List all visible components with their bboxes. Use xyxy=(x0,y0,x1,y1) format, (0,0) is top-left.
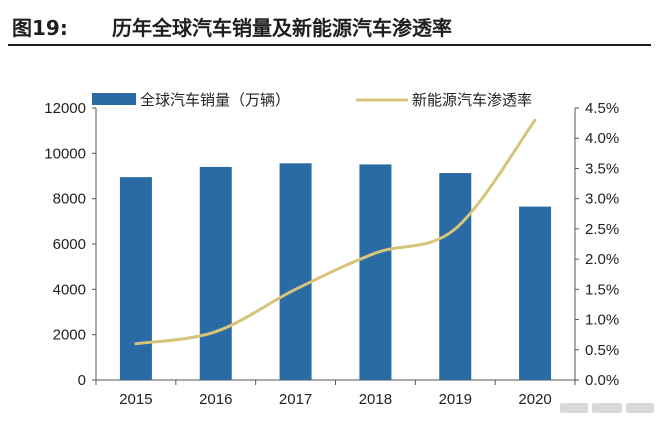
figure-number: 图19: xyxy=(12,16,68,40)
legend-bar-swatch xyxy=(92,93,136,105)
y-right-tick-label: 1.5% xyxy=(585,281,619,298)
legend-bar-label: 全球汽车销量（万辆） xyxy=(140,91,290,109)
y-right-tick-label: 4.5% xyxy=(585,100,619,117)
x-tick-label: 2020 xyxy=(518,391,551,408)
x-tick-label: 2016 xyxy=(199,391,232,408)
x-tick-label: 2019 xyxy=(439,391,472,408)
y-left-tick-label: 12000 xyxy=(44,100,86,117)
y-left-tick-label: 0 xyxy=(78,372,86,389)
y-right-tick-label: 2.0% xyxy=(585,251,619,268)
bar-2017 xyxy=(279,163,312,380)
y-right-tick-label: 0.0% xyxy=(585,372,619,389)
y-right-tick-label: 0.5% xyxy=(585,342,619,359)
bar-2016 xyxy=(199,166,232,380)
y-right-tick-label: 4.0% xyxy=(585,130,619,147)
x-tick-label: 2015 xyxy=(119,391,152,408)
y-right-tick-label: 2.5% xyxy=(585,221,619,238)
penetration-rate-line xyxy=(134,118,537,346)
x-tick-label: 2017 xyxy=(279,391,312,408)
y-left-tick-label: 2000 xyxy=(53,327,86,344)
bar-2019 xyxy=(439,173,472,380)
y-right-tick-label: 3.0% xyxy=(585,191,619,208)
y-right-tick-label: 3.5% xyxy=(585,160,619,177)
watermark xyxy=(560,400,656,416)
title-underline xyxy=(8,44,651,46)
y-left-tick-label: 8000 xyxy=(53,191,86,208)
figure-title: 历年全球汽车销量及新能源汽车渗透率 xyxy=(112,16,452,40)
x-tick-label: 2018 xyxy=(359,391,392,408)
bar-2018 xyxy=(359,164,392,380)
figure-header: 图19: 历年全球汽车销量及新能源汽车渗透率 xyxy=(8,8,651,44)
y-left-tick-label: 6000 xyxy=(53,236,86,253)
y-left-tick-label: 10000 xyxy=(44,145,86,162)
bar-2020 xyxy=(519,206,552,380)
bar-2015 xyxy=(119,177,152,380)
y-left-tick-label: 4000 xyxy=(53,281,86,298)
legend-line-label: 新能源汽车渗透率 xyxy=(412,91,532,109)
y-right-tick-label: 1.0% xyxy=(585,312,619,329)
